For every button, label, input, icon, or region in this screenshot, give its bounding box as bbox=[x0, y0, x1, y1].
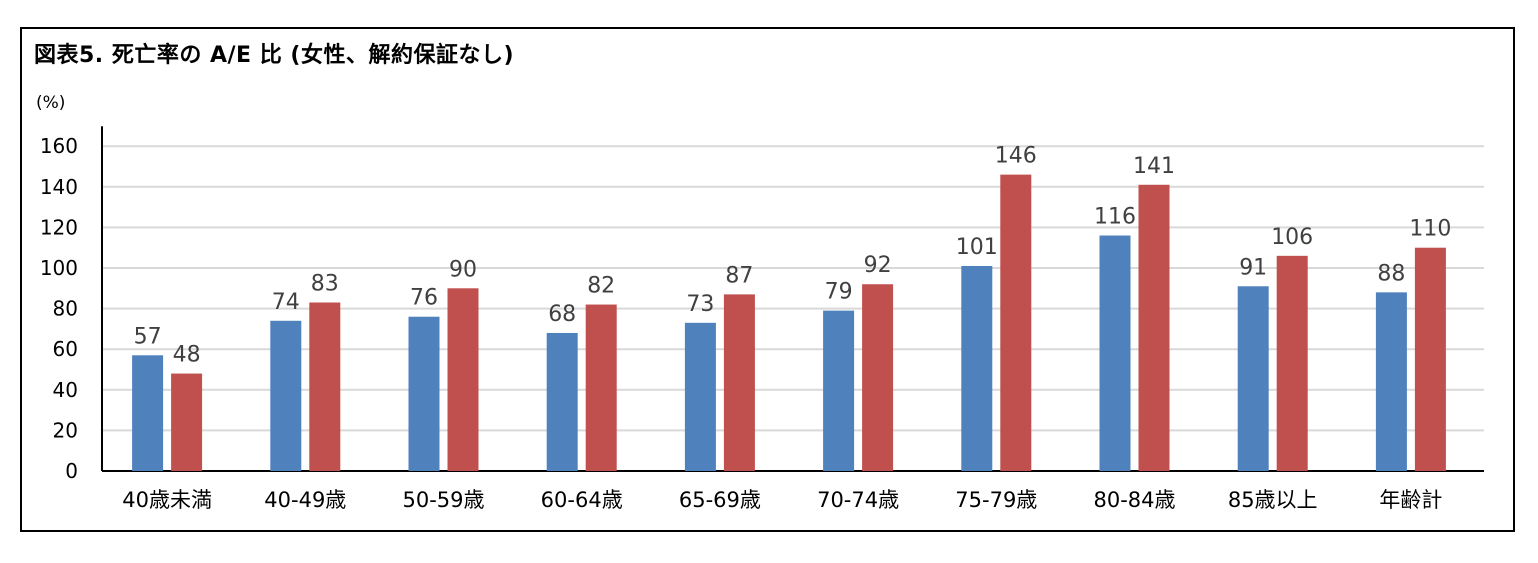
data-label: 101 bbox=[956, 235, 998, 260]
data-label: 92 bbox=[864, 253, 892, 278]
y-tick-label: 140 bbox=[40, 175, 78, 199]
bar bbox=[1276, 255, 1308, 471]
bar bbox=[408, 316, 440, 471]
data-label: 116 bbox=[1094, 205, 1136, 230]
data-label: 82 bbox=[587, 274, 615, 299]
bar bbox=[961, 265, 993, 471]
data-label: 76 bbox=[410, 286, 438, 311]
chart-frame: 図表5. 死亡率の A/E 比 (女性、解約保証なし) (%) 0 20 40 60 8… bbox=[20, 27, 1515, 532]
data-label: 88 bbox=[1377, 261, 1405, 286]
data-label: 87 bbox=[725, 263, 753, 288]
bar bbox=[546, 332, 578, 471]
data-label: 106 bbox=[1271, 225, 1313, 250]
data-label: 73 bbox=[686, 292, 714, 317]
x-tick-label: 年齢計 bbox=[1379, 488, 1442, 512]
x-tick-label: 50-59歳 bbox=[402, 488, 484, 512]
bar bbox=[1000, 174, 1032, 471]
y-tick-label: 20 bbox=[53, 418, 78, 442]
bar bbox=[862, 284, 894, 471]
y-tick-label: 40 bbox=[53, 378, 78, 402]
x-tick-label: 40歳未満 bbox=[122, 488, 212, 512]
x-tick-label: 60-64歳 bbox=[541, 488, 623, 512]
data-label: 57 bbox=[134, 324, 162, 349]
x-tick-label: 80-84歳 bbox=[1093, 488, 1175, 512]
bar bbox=[270, 320, 302, 471]
data-label: 146 bbox=[995, 144, 1037, 169]
y-tick-label: 100 bbox=[40, 256, 78, 280]
y-tick-label: 120 bbox=[40, 215, 78, 239]
data-label: 90 bbox=[449, 257, 477, 282]
x-tick-label: 65-69歳 bbox=[679, 488, 761, 512]
x-tick-label: 85歳以上 bbox=[1228, 488, 1318, 512]
data-label: 48 bbox=[173, 343, 201, 368]
bar bbox=[1138, 184, 1170, 471]
x-tick-label: 40-49歳 bbox=[264, 488, 346, 512]
x-tick-label: 75-79歳 bbox=[955, 488, 1037, 512]
data-label: 74 bbox=[272, 290, 300, 315]
data-label: 141 bbox=[1133, 154, 1175, 179]
data-label: 79 bbox=[825, 280, 853, 305]
y-tick-label: 160 bbox=[40, 134, 78, 158]
bar bbox=[823, 310, 855, 471]
bar bbox=[1099, 235, 1131, 471]
y-axis-unit-label: (%) bbox=[36, 93, 66, 113]
data-label: 91 bbox=[1239, 255, 1267, 280]
y-tick-label: 60 bbox=[53, 337, 78, 361]
data-label: 110 bbox=[1409, 217, 1451, 242]
data-label: 83 bbox=[311, 272, 339, 297]
bar bbox=[723, 294, 755, 471]
x-tick-label: 70-74歳 bbox=[817, 488, 899, 512]
y-tick-label: 0 bbox=[65, 459, 78, 483]
chart-title: 図表5. 死亡率の A/E 比 (女性、解約保証なし) bbox=[34, 43, 515, 68]
bar bbox=[585, 304, 617, 471]
data-label: 68 bbox=[548, 302, 576, 327]
y-tick-label: 80 bbox=[53, 297, 78, 321]
bar bbox=[309, 302, 341, 471]
bar bbox=[132, 355, 164, 471]
bar-chart: 0 20 40 60 80 100 120 140 160 57 48 40歳未満 74 83 40-49歳… bbox=[40, 126, 1484, 512]
bar bbox=[1237, 286, 1269, 471]
bar bbox=[447, 288, 479, 471]
bar bbox=[1414, 247, 1446, 471]
bar bbox=[684, 322, 716, 471]
bar bbox=[1375, 292, 1407, 471]
bar bbox=[171, 373, 203, 471]
